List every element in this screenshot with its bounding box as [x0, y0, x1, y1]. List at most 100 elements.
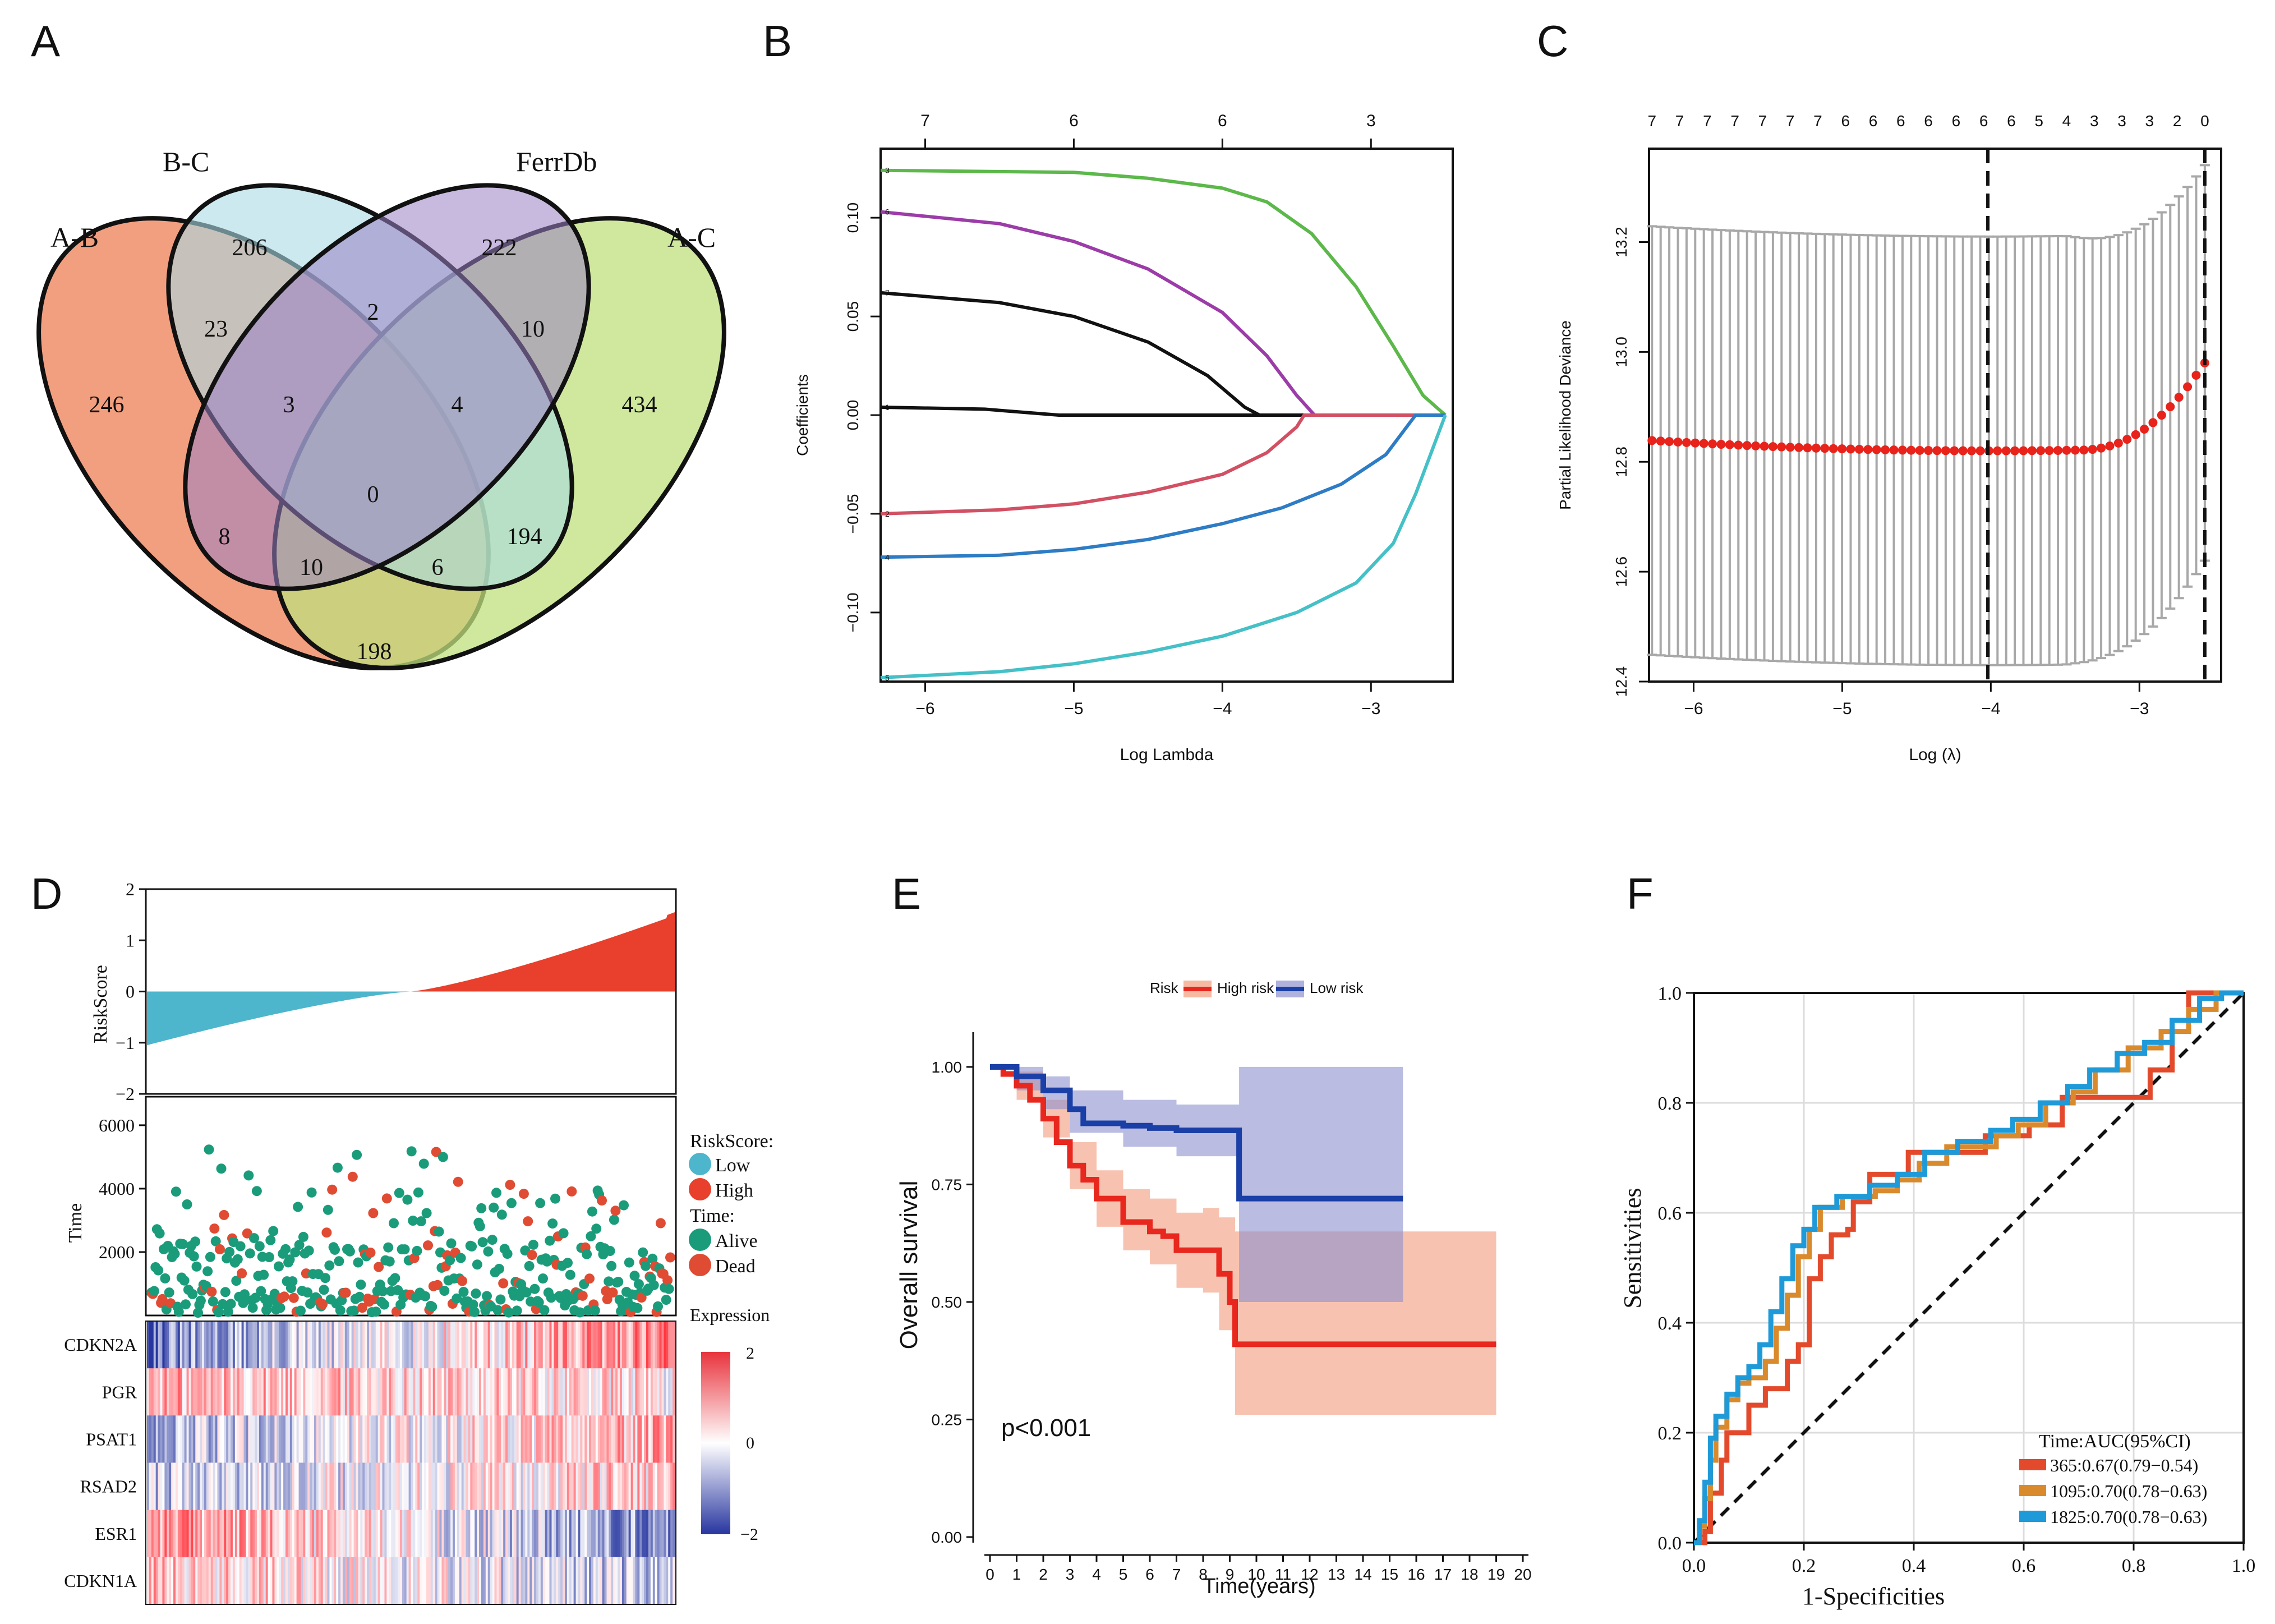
alive-point — [528, 1239, 538, 1250]
heatmap-cell — [239, 1415, 242, 1463]
heatmap-cell — [633, 1368, 636, 1416]
heatmap-cell — [173, 1415, 176, 1463]
deviance-point — [2019, 446, 2028, 456]
heatmap-cell — [602, 1415, 605, 1463]
alive-point — [546, 1292, 556, 1303]
top-tick-label: 6 — [1069, 112, 1079, 130]
heatmap-cell — [475, 1415, 477, 1463]
heatmap-cell — [408, 1368, 412, 1416]
heatmap-cell — [277, 1321, 279, 1369]
heatmap-cell — [481, 1462, 484, 1511]
dead-point — [584, 1273, 595, 1284]
heatmap-cell — [432, 1510, 436, 1558]
heatmap-cell — [347, 1415, 350, 1463]
heatmap-cell — [635, 1462, 638, 1511]
heatmap-cell — [604, 1415, 607, 1463]
heatmap-cell — [475, 1368, 477, 1416]
heatmap-cell — [501, 1415, 504, 1463]
alive-point — [402, 1194, 413, 1205]
heatmap-cell — [600, 1368, 603, 1416]
heatmap-cell — [382, 1368, 385, 1416]
heatmap-cell — [263, 1557, 266, 1605]
heatmap-cell — [173, 1557, 176, 1605]
legend-title-risk: RiskScore: — [690, 1131, 773, 1152]
heatmap-cell — [534, 1557, 537, 1605]
heatmap-cell — [556, 1368, 559, 1416]
heatmap-cell — [549, 1510, 552, 1558]
heatmap-cell — [600, 1557, 603, 1605]
heatmap-cell — [437, 1368, 440, 1416]
heatmap-cell — [575, 1321, 579, 1369]
heatmap-cell — [331, 1462, 334, 1511]
alive-point — [648, 1280, 659, 1290]
heatmap-cell — [408, 1557, 412, 1605]
heatmap-cell — [200, 1510, 202, 1558]
heatmap-cell — [668, 1368, 671, 1416]
alive-point — [606, 1260, 617, 1271]
heatmap-cell — [420, 1557, 422, 1605]
heatmap-cell — [512, 1321, 515, 1369]
heatmap-cell — [582, 1557, 585, 1605]
heatmap-cell — [652, 1321, 656, 1369]
heatmap-cell — [560, 1321, 563, 1369]
heatmap-cell — [320, 1321, 324, 1369]
y-tick-label: 12.4 — [1613, 666, 1630, 697]
y-tick-label: 0.50 — [932, 1294, 962, 1311]
heatmap-cell — [393, 1415, 396, 1463]
top-tick-label: 5 — [2034, 112, 2043, 130]
heatmap-cell — [215, 1321, 218, 1369]
heatmap-cell — [613, 1368, 616, 1416]
heatmap-cell — [437, 1462, 440, 1511]
heatmap-cell — [648, 1321, 651, 1369]
heatmap-cell — [582, 1321, 585, 1369]
alive-point — [587, 1206, 597, 1217]
heatmap-cell — [624, 1557, 627, 1605]
heatmap-cell — [391, 1510, 394, 1558]
heatmap-cell — [554, 1321, 556, 1369]
heatmap-cell — [650, 1557, 653, 1605]
heatmap-cell — [252, 1510, 255, 1558]
deviance-point — [1691, 438, 1700, 448]
heatmap-cell — [624, 1321, 627, 1369]
heatmap-cell — [569, 1510, 572, 1558]
heatmap-cell — [426, 1368, 429, 1416]
deviance-point — [1820, 444, 1830, 453]
heatmap-cell — [428, 1368, 431, 1416]
alive-point — [298, 1231, 308, 1242]
legend-high-label: High risk — [1217, 979, 1274, 996]
heatmap-cell — [439, 1510, 442, 1558]
heatmap-cell — [540, 1321, 544, 1369]
heatmap-cell — [204, 1368, 207, 1416]
alive-point — [565, 1269, 575, 1280]
deviance-point — [2122, 435, 2132, 444]
heatmap-cell — [532, 1321, 535, 1369]
heatmap-cell — [305, 1321, 308, 1369]
deviance-point — [1751, 441, 1761, 450]
heatmap-cell — [448, 1321, 451, 1369]
heatmap-cell — [237, 1510, 240, 1558]
heatmap-cell — [358, 1415, 361, 1463]
heatmap-cell — [213, 1557, 216, 1605]
colorbar-tick: −2 — [740, 1525, 758, 1544]
alive-point — [445, 1255, 455, 1266]
heatmap-cell — [668, 1557, 671, 1605]
heatmap-cell — [177, 1557, 181, 1605]
heatmap-cell — [234, 1415, 238, 1463]
alive-point — [330, 1244, 340, 1255]
heatmap-cell — [292, 1415, 295, 1463]
heatmap-cell — [323, 1510, 326, 1558]
heatmap-cell — [217, 1510, 220, 1558]
heatmap-cell — [283, 1557, 286, 1605]
heatmap-cell — [591, 1321, 594, 1369]
heatmap-cell — [334, 1321, 337, 1369]
heatmap-cell — [457, 1462, 460, 1511]
deviance-point — [1760, 441, 1769, 451]
heatmap-cell — [411, 1557, 414, 1605]
heatmap-cell — [450, 1368, 453, 1416]
dead-point — [157, 1294, 168, 1304]
heatmap-cell — [307, 1415, 310, 1463]
heatmap-cell — [294, 1462, 297, 1511]
alive-point — [574, 1307, 585, 1318]
heatmap-cell — [424, 1368, 427, 1416]
heatmap-cell — [496, 1557, 499, 1605]
